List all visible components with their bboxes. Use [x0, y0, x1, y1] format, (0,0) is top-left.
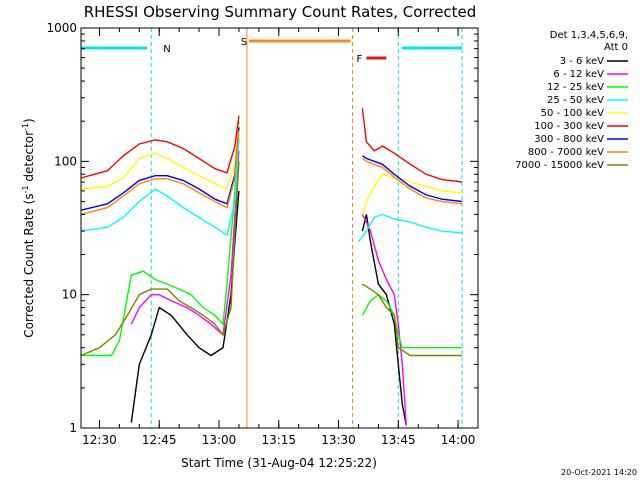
legend-label-8: 7000 - 15000 keV: [515, 160, 604, 171]
x-tick-label: 13:30: [321, 433, 356, 447]
y-axis-label-sup2: -1: [21, 123, 30, 131]
legend-label-0: 3 - 6 keV: [560, 56, 604, 67]
plot-border: [80, 27, 479, 429]
legend-label-5: 100 - 300 keV: [534, 121, 604, 132]
y-tick-label: 1000: [46, 21, 77, 35]
series-line-0: [361, 214, 407, 426]
x-tick-label: 13:00: [202, 433, 237, 447]
series-line-3: [80, 137, 240, 237]
legend-label-3: 25 - 50 keV: [547, 95, 604, 106]
series-layer: [80, 108, 463, 426]
x-tick-label: 14:00: [441, 433, 476, 447]
plot-frame: [80, 27, 479, 429]
x-tick-label: 13:15: [261, 433, 296, 447]
x-tick-label: 13:45: [381, 433, 416, 447]
series-line-8: [362, 283, 463, 357]
generated-timestamp: 20-Oct-2021 14:20: [561, 468, 637, 477]
y-axis-label: Corrected Count Rate (s-1 detector-1): [21, 118, 36, 337]
series-line-1: [130, 150, 240, 337]
legend-label-2: 12 - 25 keV: [547, 82, 604, 93]
series-line-6: [80, 127, 240, 211]
y-axis-label-mid: detector: [22, 131, 36, 186]
legend-label-7: 800 - 7000 keV: [528, 147, 604, 158]
legend-label-1: 6 - 12 keV: [553, 69, 604, 80]
y-axis-label-sup1: -1: [21, 185, 30, 193]
marker-label-N: N: [163, 44, 170, 55]
legend: Det 1,3,4,5,6,9,Att 03 - 6 keV 6 - 12 keV…: [515, 30, 628, 171]
x-axis-label: Start Time (31-Aug-04 12:25:22): [181, 456, 377, 470]
y-tick-label: 1: [69, 421, 77, 435]
y-tick-label: 100: [54, 154, 77, 168]
chart-title: RHESSI Observing Summary Count Rates, Co…: [84, 3, 477, 21]
series-line-3: [357, 213, 463, 243]
series-line-2: [81, 121, 240, 357]
y-tick-label: 10: [62, 288, 77, 302]
series-line-7: [361, 157, 463, 205]
svg-text:Corrected Count Rate (s-1 dete: Corrected Count Rate (s-1 detector-1): [21, 118, 36, 337]
series-line-2: [361, 293, 463, 349]
x-tick-label: 12:30: [82, 433, 117, 447]
legend-header-0: Det 1,3,4,5,6,9,: [550, 30, 628, 41]
series-line-4: [80, 124, 240, 190]
y-axis-label-end: ): [22, 118, 36, 123]
marker-label-S: S: [241, 37, 247, 48]
marker-label-F: F: [356, 54, 362, 65]
legend-label-4: 50 - 100 keV: [541, 108, 605, 119]
tick-layer: 12:30 12:45 13:00 13:15 13:30 13:45 14:00 1 10 10…: [46, 21, 479, 447]
x-tick-label: 12:45: [142, 433, 177, 447]
series-line-8: [80, 161, 240, 357]
legend-label-6: 300 - 800 keV: [534, 134, 604, 145]
series-line-7: [80, 130, 240, 216]
y-axis-label-main: Corrected Count Rate (s: [22, 193, 36, 337]
series-line-5: [80, 115, 240, 179]
marker-layer: N S F: [80, 28, 463, 428]
series-line-6: [362, 155, 463, 203]
series-line-5: [361, 108, 463, 183]
legend-header-1: Att 0: [604, 42, 628, 53]
series-line-1: [361, 214, 407, 426]
